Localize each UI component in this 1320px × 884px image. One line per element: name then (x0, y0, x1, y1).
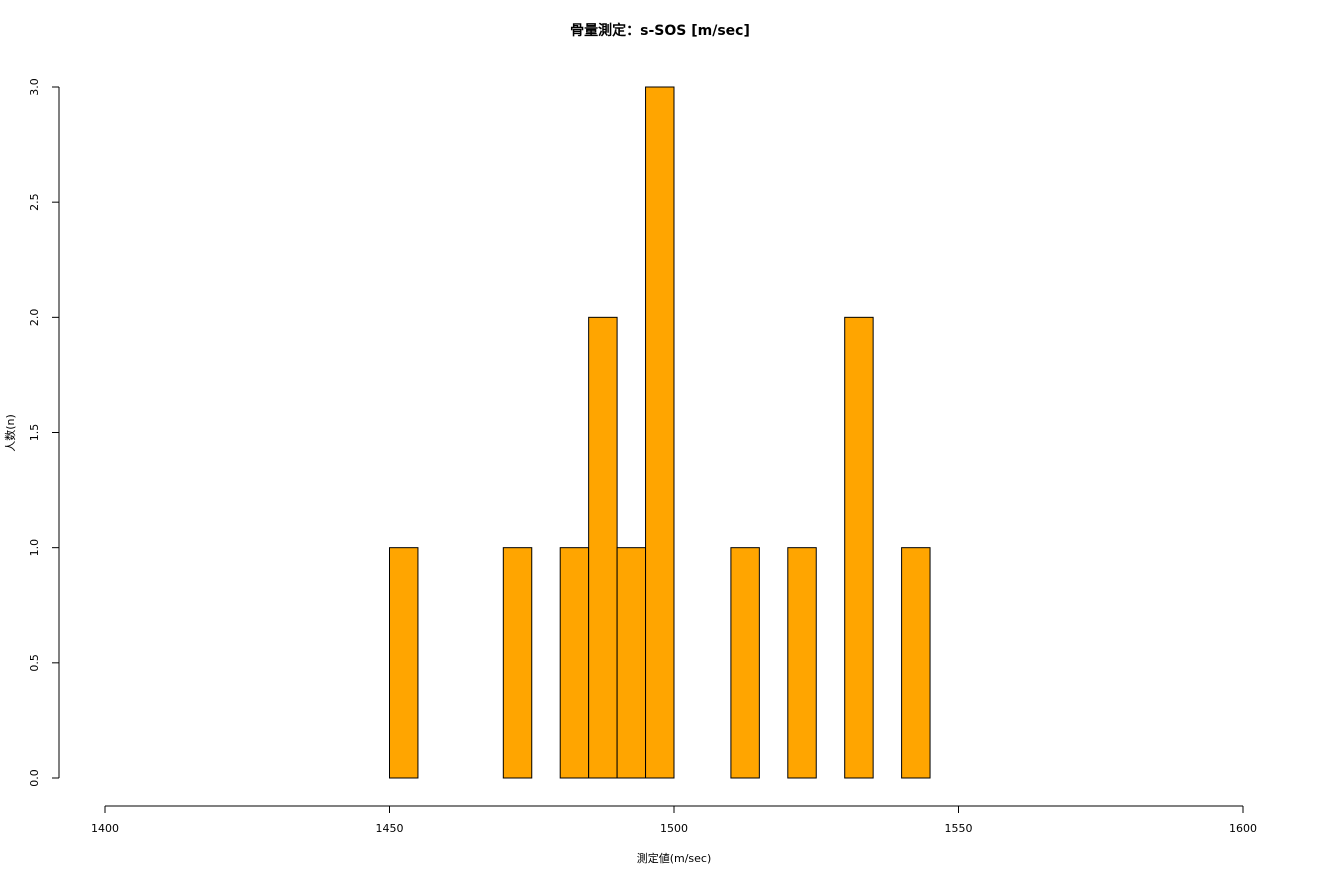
y-tick-label: 0.0 (28, 769, 41, 787)
histogram-bar (901, 547, 931, 779)
chart-title: 骨量測定：s-SOS [m/sec] (570, 23, 750, 39)
histogram-bar (559, 547, 590, 779)
y-tick-label: 2.0 (28, 309, 41, 327)
y-tick-label: 3.0 (28, 78, 41, 96)
y-tick-label: 1.0 (28, 539, 41, 557)
x-tick-label: 1500 (660, 822, 688, 835)
x-tick-label: 1450 (376, 822, 404, 835)
histogram-bar (730, 547, 760, 779)
histogram-bar (616, 547, 647, 779)
y-tick-label: 1.5 (28, 424, 41, 442)
histogram-bar (389, 547, 419, 779)
histogram-bar (588, 316, 618, 779)
histogram-bar (787, 547, 817, 779)
y-axis-label: 人数(n) (4, 414, 17, 452)
histogram-bar (645, 86, 675, 779)
histogram-bar (844, 316, 874, 779)
x-axis-label: 測定値(m/sec) (636, 852, 712, 865)
x-tick-label: 1600 (1229, 822, 1257, 835)
x-tick-label: 1400 (91, 822, 119, 835)
x-tick-label: 1550 (945, 822, 973, 835)
y-tick-label: 0.5 (28, 654, 41, 672)
histogram-bar (502, 547, 533, 779)
y-tick-label: 2.5 (28, 193, 41, 211)
